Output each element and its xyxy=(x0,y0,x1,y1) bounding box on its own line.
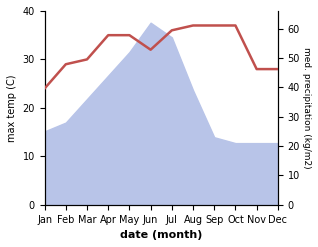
X-axis label: date (month): date (month) xyxy=(120,230,203,240)
Y-axis label: med. precipitation (kg/m2): med. precipitation (kg/m2) xyxy=(302,47,311,169)
Y-axis label: max temp (C): max temp (C) xyxy=(7,74,17,142)
